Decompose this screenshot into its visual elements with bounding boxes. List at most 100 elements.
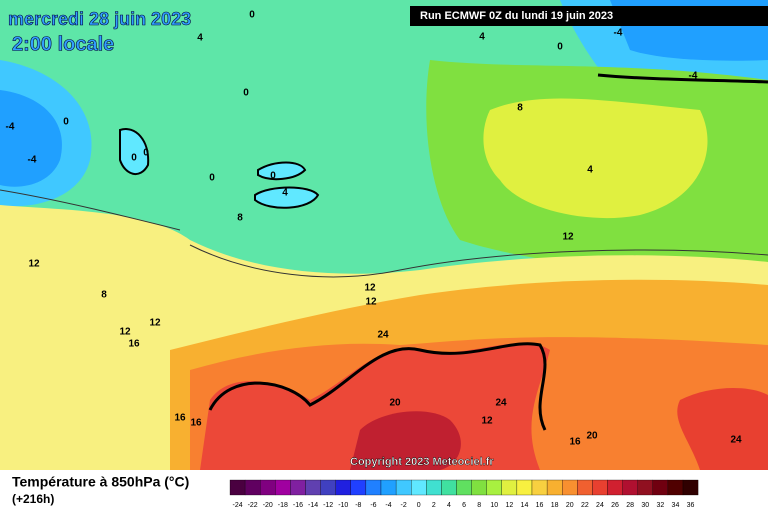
legend-tick: -18	[278, 502, 288, 509]
contour-label: 4	[197, 33, 203, 44]
contour-label: 4	[479, 32, 485, 43]
legend-tick: 28	[626, 502, 634, 509]
legend-tick: 14	[521, 502, 529, 509]
legend-tick: 30	[641, 502, 649, 509]
legend-tick: -24	[232, 502, 242, 509]
legend-swatch	[290, 479, 306, 496]
legend-tick: -6	[370, 502, 376, 509]
contour-label: 4	[282, 188, 288, 199]
legend-swatch	[486, 479, 502, 496]
legend-tick: 26	[611, 502, 619, 509]
cold-core	[0, 90, 62, 187]
contour-label: 24	[495, 398, 507, 409]
legend-swatch	[350, 479, 367, 496]
contour-label: 0	[143, 148, 149, 159]
legend-swatch	[607, 479, 623, 496]
legend-tick: -10	[338, 502, 348, 509]
contour	[0, 189, 768, 278]
run-banner	[410, 6, 768, 26]
legend-swatch	[229, 479, 246, 496]
legend-tick: 22	[581, 502, 589, 509]
contour-label: 12	[364, 283, 376, 294]
legend-swatch	[577, 479, 593, 496]
legend-tick: 4	[447, 502, 451, 509]
legend-swatch	[441, 479, 457, 496]
contour-label: -4	[614, 28, 623, 39]
legend-swatch	[244, 479, 261, 496]
legend-swatch	[275, 479, 291, 496]
contour-label: 8	[101, 290, 107, 301]
legend-swatch	[260, 479, 276, 496]
contour-label: 16	[174, 413, 186, 424]
legend-swatch	[456, 479, 472, 496]
legend-tick: 18	[551, 502, 559, 509]
very-hot-region	[677, 388, 768, 470]
legend-tick: 8	[477, 502, 481, 509]
legend-swatch	[652, 479, 669, 496]
contour-label: 0	[209, 173, 215, 184]
copyright: Copyright 2023 Meteociel.fr	[350, 456, 494, 468]
contour-label: 0	[270, 171, 276, 182]
legend-swatch	[546, 479, 563, 496]
legend-swatch	[562, 479, 578, 496]
legend-tick: 10	[490, 502, 498, 509]
contour-label: 0	[63, 117, 69, 128]
contour-label: 16	[128, 339, 140, 350]
contour-label: 20	[586, 431, 598, 442]
contour-label: -4	[689, 71, 698, 82]
legend-swatch	[471, 479, 487, 496]
warm-region	[483, 98, 708, 219]
legend-swatch	[682, 479, 699, 496]
time-title: 2:00 locale	[12, 33, 114, 55]
legend-tick: -8	[355, 502, 361, 509]
contour-label: 12	[365, 297, 377, 308]
contour-label: 24	[730, 435, 742, 446]
cold-pocket	[119, 128, 150, 175]
legend-swatch	[411, 479, 427, 496]
legend-tick: 32	[656, 502, 664, 509]
contour-label: 0	[131, 153, 137, 164]
legend-tick: 16	[536, 502, 544, 509]
contour-label: 16	[569, 437, 581, 448]
contour-label: 0	[243, 88, 249, 99]
legend-swatch	[637, 479, 653, 496]
legend-tick: -14	[308, 502, 318, 509]
legend-tick: -22	[248, 502, 258, 509]
contour-label: 24	[377, 330, 389, 341]
contour-label: 16	[190, 418, 202, 429]
legend-tick: 34	[672, 502, 680, 509]
contour-label: 12	[119, 327, 131, 338]
legend-tick: 0	[417, 502, 421, 509]
legend-tick: -20	[263, 502, 273, 509]
contour-label: 12	[149, 318, 161, 329]
legend-tick: -2	[401, 502, 407, 509]
legend-swatch	[516, 479, 533, 496]
contour-20	[208, 342, 547, 431]
legend-swatch	[531, 479, 548, 496]
contour-label: -4	[28, 155, 37, 166]
legend-swatch	[395, 479, 412, 496]
cold-pocket	[254, 186, 320, 209]
contour-label: 0	[557, 42, 563, 53]
very-hot-region	[200, 342, 550, 470]
legend-tick: 6	[462, 502, 466, 509]
date-title: mercredi 28 juin 2023	[8, 9, 191, 29]
very-hot-core	[350, 411, 461, 470]
legend-swatch	[426, 479, 442, 496]
contour-label: 12	[562, 232, 574, 243]
contour-0	[597, 73, 768, 84]
lead-time: (+216h)	[12, 492, 54, 506]
contour-label: 0	[249, 10, 255, 21]
legend-swatch	[501, 479, 518, 496]
run-info: Run ECMWF 0Z du lundi 19 juin 2023	[420, 10, 613, 22]
legend-swatch	[592, 479, 608, 496]
contour-label: 8	[237, 213, 243, 224]
cold-pocket	[257, 161, 307, 181]
legend-swatch	[365, 479, 382, 496]
legend-tick: -12	[323, 502, 333, 509]
legend-tick: 20	[566, 502, 574, 509]
contour-label: -4	[6, 122, 15, 133]
legend-swatch	[335, 479, 351, 496]
legend-title: Température à 850hPa (°C)	[12, 474, 189, 490]
